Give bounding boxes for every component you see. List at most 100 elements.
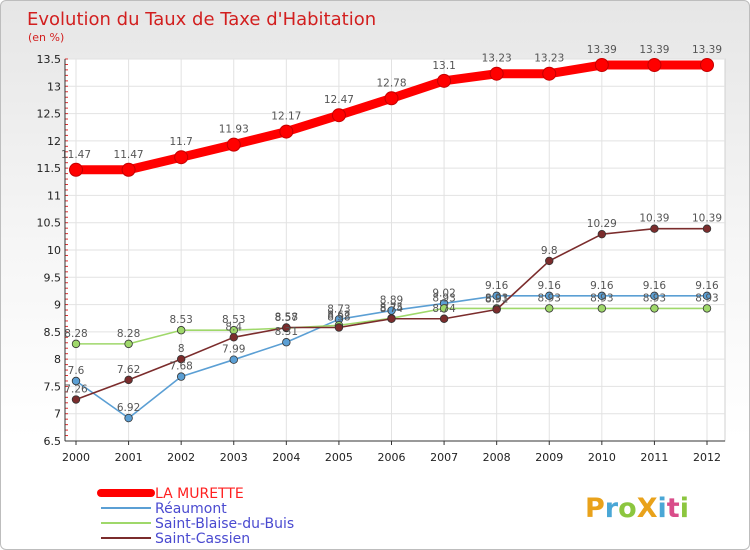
- data-label: 8.73: [327, 303, 350, 315]
- x-tick-label: 2000: [62, 451, 90, 464]
- data-point: [439, 314, 449, 323]
- data-label: 7.68: [169, 361, 192, 373]
- y-tick-label: 13: [47, 80, 61, 93]
- x-tick-label: 2004: [272, 451, 300, 464]
- data-label: 7.26: [64, 384, 88, 396]
- y-tick-label: 9: [54, 299, 61, 312]
- legend-label: LA MURETTE: [155, 486, 244, 502]
- data-point: [702, 224, 712, 233]
- data-point: [700, 58, 714, 73]
- y-tick-label: 7: [54, 408, 61, 421]
- data-label: 10.39: [639, 213, 669, 225]
- data-label: 8: [178, 343, 185, 355]
- data-point: [71, 339, 81, 349]
- data-label: 8.58: [327, 311, 350, 323]
- data-label: 6.92: [117, 402, 140, 414]
- data-point: [176, 326, 186, 335]
- data-label: 13.23: [482, 53, 512, 65]
- data-label: 9.8: [541, 245, 558, 257]
- data-point: [226, 137, 241, 152]
- data-label: 7.6: [68, 365, 85, 377]
- data-point: [71, 395, 81, 404]
- data-point: [650, 291, 659, 301]
- value-labels: 7.6 6.92 7.68 7.99 8.31 8.73 8.89 9.02 9.16 9.16 9…: [61, 44, 722, 414]
- data-label: 8.53: [169, 314, 192, 326]
- data-point: [545, 256, 554, 266]
- data-point: [176, 372, 186, 381]
- data-point: [594, 58, 609, 73]
- data-label: 10.39: [692, 213, 722, 225]
- data-label: 11.47: [114, 149, 144, 161]
- x-tick-label: 2005: [325, 451, 353, 464]
- data-label: 13.23: [534, 53, 564, 65]
- data-point: [545, 291, 554, 301]
- y-tick-label: 11.5: [37, 162, 62, 175]
- x-tick-label: 2002: [167, 451, 195, 464]
- data-point: [439, 304, 449, 313]
- data-point: [121, 162, 136, 177]
- y-tick-label: 6.5: [44, 435, 62, 448]
- data-point: [69, 162, 83, 177]
- legend-label: Réaumont: [155, 501, 227, 517]
- data-label: 8.93: [695, 292, 718, 304]
- legend-label: Saint-Cassien: [155, 531, 250, 547]
- x-tick-label: 2003: [220, 451, 248, 464]
- data-label: 9.16: [643, 280, 667, 292]
- data-label: 13.1: [432, 60, 455, 72]
- series-layer: [69, 58, 714, 423]
- data-label: 12.47: [324, 94, 354, 106]
- x-tick-label: 2011: [640, 451, 668, 464]
- data-label: 8.93: [432, 292, 455, 304]
- data-label: 8.28: [64, 328, 87, 340]
- data-label: 8.91: [485, 293, 508, 305]
- proxiti-logo: ProXiti: [585, 493, 689, 524]
- data-label: 9.16: [590, 280, 614, 292]
- data-label: 11.47: [61, 149, 91, 161]
- data-label: 8.74: [380, 303, 404, 315]
- chart-title: Evolution du Taux de Taxe d'Habitation: [27, 9, 376, 30]
- data-label: 12.78: [376, 77, 406, 89]
- x-tick-label: 2010: [588, 451, 616, 464]
- y-tick-label: 12.5: [37, 108, 62, 121]
- legend-label: Saint-Blaise-du-Buis: [155, 516, 294, 532]
- data-point: [597, 229, 607, 239]
- data-label: 11.93: [219, 124, 249, 136]
- data-label: 9.16: [485, 280, 509, 292]
- data-point: [282, 323, 291, 332]
- y-tick-label: 13.5: [37, 53, 62, 66]
- y-tick-label: 12: [47, 135, 61, 148]
- data-label: 8.93: [538, 292, 561, 304]
- data-point: [176, 354, 186, 364]
- y-tick-label: 11: [47, 189, 61, 202]
- data-label: 8.89: [380, 295, 403, 307]
- axes: 6.5 7 7.5 8 8.5 9 9.5 10 10.5 11 11.5 12 12.5 13 13.5 2…: [37, 53, 725, 464]
- data-label: 9.16: [538, 280, 562, 292]
- data-label: 8.93: [590, 292, 613, 304]
- data-point: [545, 304, 554, 313]
- data-label: 13.39: [639, 44, 669, 56]
- data-label: 13.39: [587, 44, 617, 56]
- data-point: [71, 376, 81, 386]
- y-tick-label: 9.5: [44, 271, 62, 284]
- data-point: [174, 150, 189, 165]
- data-point: [597, 304, 607, 313]
- data-label: 8.53: [222, 314, 245, 326]
- data-label: 8.93: [485, 292, 508, 304]
- data-label: 11.7: [169, 136, 192, 148]
- data-label: 8.93: [643, 292, 666, 304]
- data-label: 13.39: [692, 44, 722, 56]
- x-tick-label: 2006: [378, 451, 406, 464]
- data-label: 8.4: [225, 321, 242, 333]
- data-point: [124, 339, 133, 349]
- data-point: [702, 291, 712, 301]
- data-point: [647, 58, 662, 73]
- data-point: [650, 304, 659, 313]
- logo-text: ProXiti: [585, 493, 689, 524]
- y-tick-label: 8.5: [44, 326, 62, 339]
- data-label: 8.62: [327, 309, 350, 321]
- data-point: [331, 108, 346, 123]
- data-point: [279, 124, 294, 139]
- legend: LA MURETTERéaumontSaint-Blaise-du-BuisSa…: [97, 486, 294, 547]
